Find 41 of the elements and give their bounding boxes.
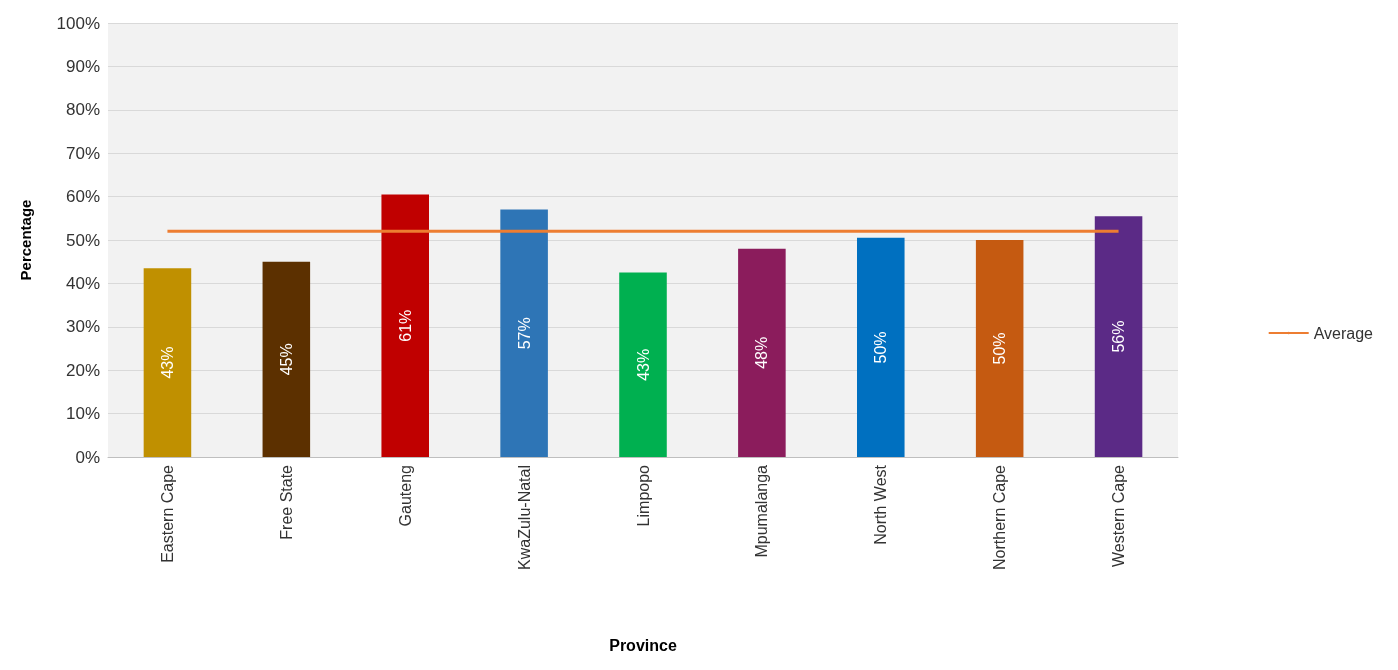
x-tick-label: Gauteng (396, 465, 414, 527)
x-axis-title: Province (609, 636, 677, 654)
data-label: 43% (158, 346, 176, 379)
y-tick-label: 70% (65, 143, 100, 163)
bar (381, 194, 429, 457)
y-tick-label: 50% (65, 230, 100, 250)
x-tick-label: Limpopo (634, 464, 652, 527)
bar (857, 237, 905, 457)
y-tick-label: 20% (65, 360, 100, 380)
data-label: 48% (753, 336, 771, 369)
data-label: 45% (277, 343, 295, 376)
bar (500, 209, 548, 457)
data-label: 50% (991, 332, 1009, 365)
x-tick-label: North West (872, 464, 890, 545)
y-tick-label: 0% (75, 447, 100, 467)
y-tick-label: 40% (65, 273, 100, 293)
y-tick-label: 100% (56, 13, 100, 33)
y-tick-label: 80% (65, 100, 100, 120)
bar (619, 272, 667, 457)
x-tick-label: Eastern Cape (158, 464, 176, 563)
x-tick-label: KwaZulu-Natal (515, 465, 533, 570)
y-tick-label: 90% (65, 56, 100, 76)
y-tick-label: 30% (65, 317, 100, 337)
data-label: 43% (634, 348, 652, 381)
x-tick-label: Free State (277, 464, 295, 540)
x-tick-label: Northern Cape (991, 464, 1009, 570)
data-label: 50% (872, 331, 890, 364)
x-tick-label: Mpumalanga (753, 464, 771, 558)
bar (975, 240, 1024, 457)
legend-label: Average (1313, 324, 1374, 342)
data-label: 57% (515, 317, 533, 350)
bar (1094, 216, 1143, 457)
y-tick-label: 60% (65, 187, 100, 207)
bar (143, 268, 192, 457)
y-tick-label: 10% (65, 404, 100, 424)
bar (262, 261, 311, 457)
data-label: 56% (1110, 320, 1128, 353)
x-tick-label: Western Cape (1110, 464, 1128, 567)
bar (738, 248, 786, 457)
data-label: 61% (396, 309, 414, 342)
y-axis-title: Percentage (17, 199, 34, 281)
